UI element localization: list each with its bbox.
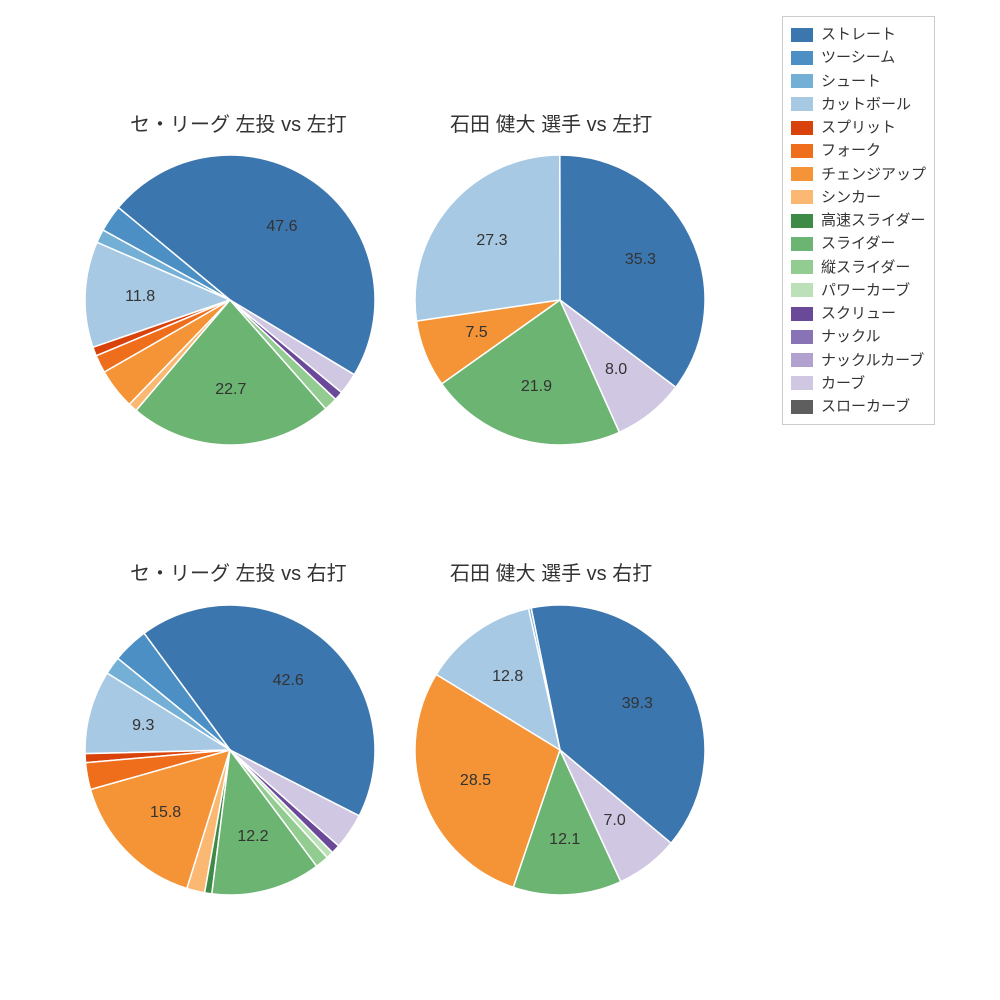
legend-swatch-cut_ball bbox=[791, 97, 813, 111]
legend-swatch-shoot bbox=[791, 74, 813, 88]
legend-item-knuckle: ナックル bbox=[791, 325, 926, 348]
legend-label-sinker: シンカー bbox=[821, 186, 881, 209]
legend-item-sinker: シンカー bbox=[791, 186, 926, 209]
legend-label-power_curve: パワーカーブ bbox=[821, 279, 910, 302]
legend-label-changeup: チェンジアップ bbox=[821, 163, 926, 186]
legend-swatch-fast_slider bbox=[791, 214, 813, 228]
legend-swatch-two_seam bbox=[791, 51, 813, 65]
legend-label-vert_slider: 縦スライダー bbox=[821, 256, 910, 279]
legend-item-slow_curve: スローカーブ bbox=[791, 395, 926, 418]
legend-item-two_seam: ツーシーム bbox=[791, 46, 926, 69]
pie-top_right-slice-cut_ball bbox=[415, 155, 560, 321]
legend-item-shoot: シュート bbox=[791, 70, 926, 93]
legend-swatch-power_curve bbox=[791, 283, 813, 297]
legend-swatch-screw bbox=[791, 307, 813, 321]
legend-item-knuckle_curve: ナックルカーブ bbox=[791, 349, 926, 372]
legend-label-screw: スクリュー bbox=[821, 302, 896, 325]
pie-title-bottom_right: 石田 健大 選手 vs 右打 bbox=[450, 557, 652, 586]
legend-label-knuckle: ナックル bbox=[821, 325, 881, 348]
legend-item-changeup: チェンジアップ bbox=[791, 163, 926, 186]
legend-label-fork: フォーク bbox=[821, 139, 881, 162]
legend-swatch-slider bbox=[791, 237, 813, 251]
legend-label-fast_slider: 高速スライダー bbox=[821, 209, 925, 232]
pie-title-bottom_left: セ・リーグ 左投 vs 右打 bbox=[130, 557, 347, 586]
legend-swatch-split bbox=[791, 121, 813, 135]
legend-item-curve: カーブ bbox=[791, 372, 926, 395]
legend-label-curve: カーブ bbox=[821, 372, 865, 395]
legend-label-slow_curve: スローカーブ bbox=[821, 395, 910, 418]
legend-item-fork: フォーク bbox=[791, 139, 926, 162]
legend-item-vert_slider: 縦スライダー bbox=[791, 256, 926, 279]
legend-item-slider: スライダー bbox=[791, 232, 926, 255]
legend-label-knuckle_curve: ナックルカーブ bbox=[821, 349, 924, 372]
legend-swatch-knuckle bbox=[791, 330, 813, 344]
legend-item-split: スプリット bbox=[791, 116, 926, 139]
legend-label-cut_ball: カットボール bbox=[821, 93, 911, 116]
legend: ストレートツーシームシュートカットボールスプリットフォークチェンジアップシンカー… bbox=[782, 16, 935, 425]
legend-swatch-knuckle_curve bbox=[791, 353, 813, 367]
legend-label-shoot: シュート bbox=[821, 70, 881, 93]
legend-item-straight: ストレート bbox=[791, 23, 926, 46]
legend-label-slider: スライダー bbox=[821, 232, 895, 255]
legend-item-power_curve: パワーカーブ bbox=[791, 279, 926, 302]
legend-swatch-changeup bbox=[791, 167, 813, 181]
legend-swatch-fork bbox=[791, 144, 813, 158]
legend-label-straight: ストレート bbox=[821, 23, 896, 46]
legend-swatch-slow_curve bbox=[791, 400, 813, 414]
legend-swatch-straight bbox=[791, 28, 813, 42]
legend-swatch-vert_slider bbox=[791, 260, 813, 274]
legend-swatch-sinker bbox=[791, 190, 813, 204]
pie-title-top_left: セ・リーグ 左投 vs 左打 bbox=[130, 108, 347, 137]
legend-item-fast_slider: 高速スライダー bbox=[791, 209, 926, 232]
legend-swatch-curve bbox=[791, 376, 813, 390]
legend-label-two_seam: ツーシーム bbox=[821, 46, 895, 69]
legend-item-screw: スクリュー bbox=[791, 302, 926, 325]
legend-label-split: スプリット bbox=[821, 116, 896, 139]
pie-title-top_right: 石田 健大 選手 vs 左打 bbox=[450, 108, 652, 137]
legend-item-cut_ball: カットボール bbox=[791, 93, 926, 116]
